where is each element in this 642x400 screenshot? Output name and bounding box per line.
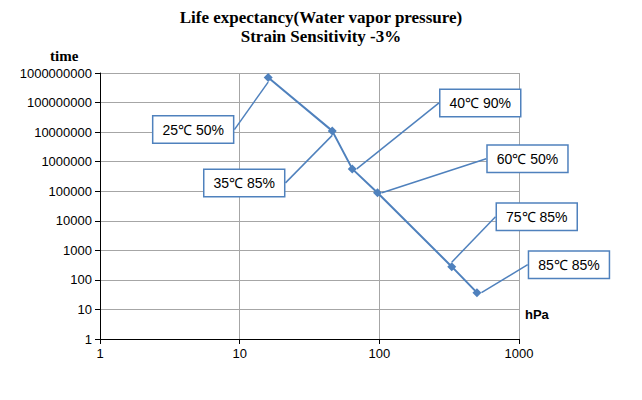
svg-text:1000: 1000 xyxy=(505,346,534,361)
svg-text:Strain Sensitivity -3%: Strain Sensitivity -3% xyxy=(241,27,402,46)
svg-text:1000000: 1000000 xyxy=(41,154,92,169)
svg-text:40℃ 90%: 40℃ 90% xyxy=(450,95,511,111)
svg-text:75℃ 85%: 75℃ 85% xyxy=(506,209,567,225)
svg-text:85℃ 85%: 85℃ 85% xyxy=(538,257,599,273)
svg-text:10000000: 10000000 xyxy=(34,125,92,140)
svg-text:hPa: hPa xyxy=(525,307,550,322)
svg-text:100: 100 xyxy=(368,346,390,361)
svg-text:60℃ 50%: 60℃ 50% xyxy=(497,151,558,167)
svg-text:1: 1 xyxy=(85,332,92,347)
svg-text:25℃ 50%: 25℃ 50% xyxy=(162,122,223,138)
svg-text:1000: 1000 xyxy=(63,243,92,258)
svg-text:100000000: 100000000 xyxy=(27,95,92,110)
svg-text:10: 10 xyxy=(78,302,92,317)
svg-text:1: 1 xyxy=(96,346,103,361)
svg-text:35℃ 85%: 35℃ 85% xyxy=(213,175,274,191)
svg-text:time: time xyxy=(50,48,79,64)
svg-text:100000: 100000 xyxy=(49,184,92,199)
svg-text:10: 10 xyxy=(232,346,246,361)
svg-text:1000000000: 1000000000 xyxy=(20,66,92,81)
svg-text:10000: 10000 xyxy=(56,213,92,228)
svg-text:Life expectancy(Water vapor pr: Life expectancy(Water vapor pressure) xyxy=(180,8,463,27)
svg-text:100: 100 xyxy=(70,272,92,287)
